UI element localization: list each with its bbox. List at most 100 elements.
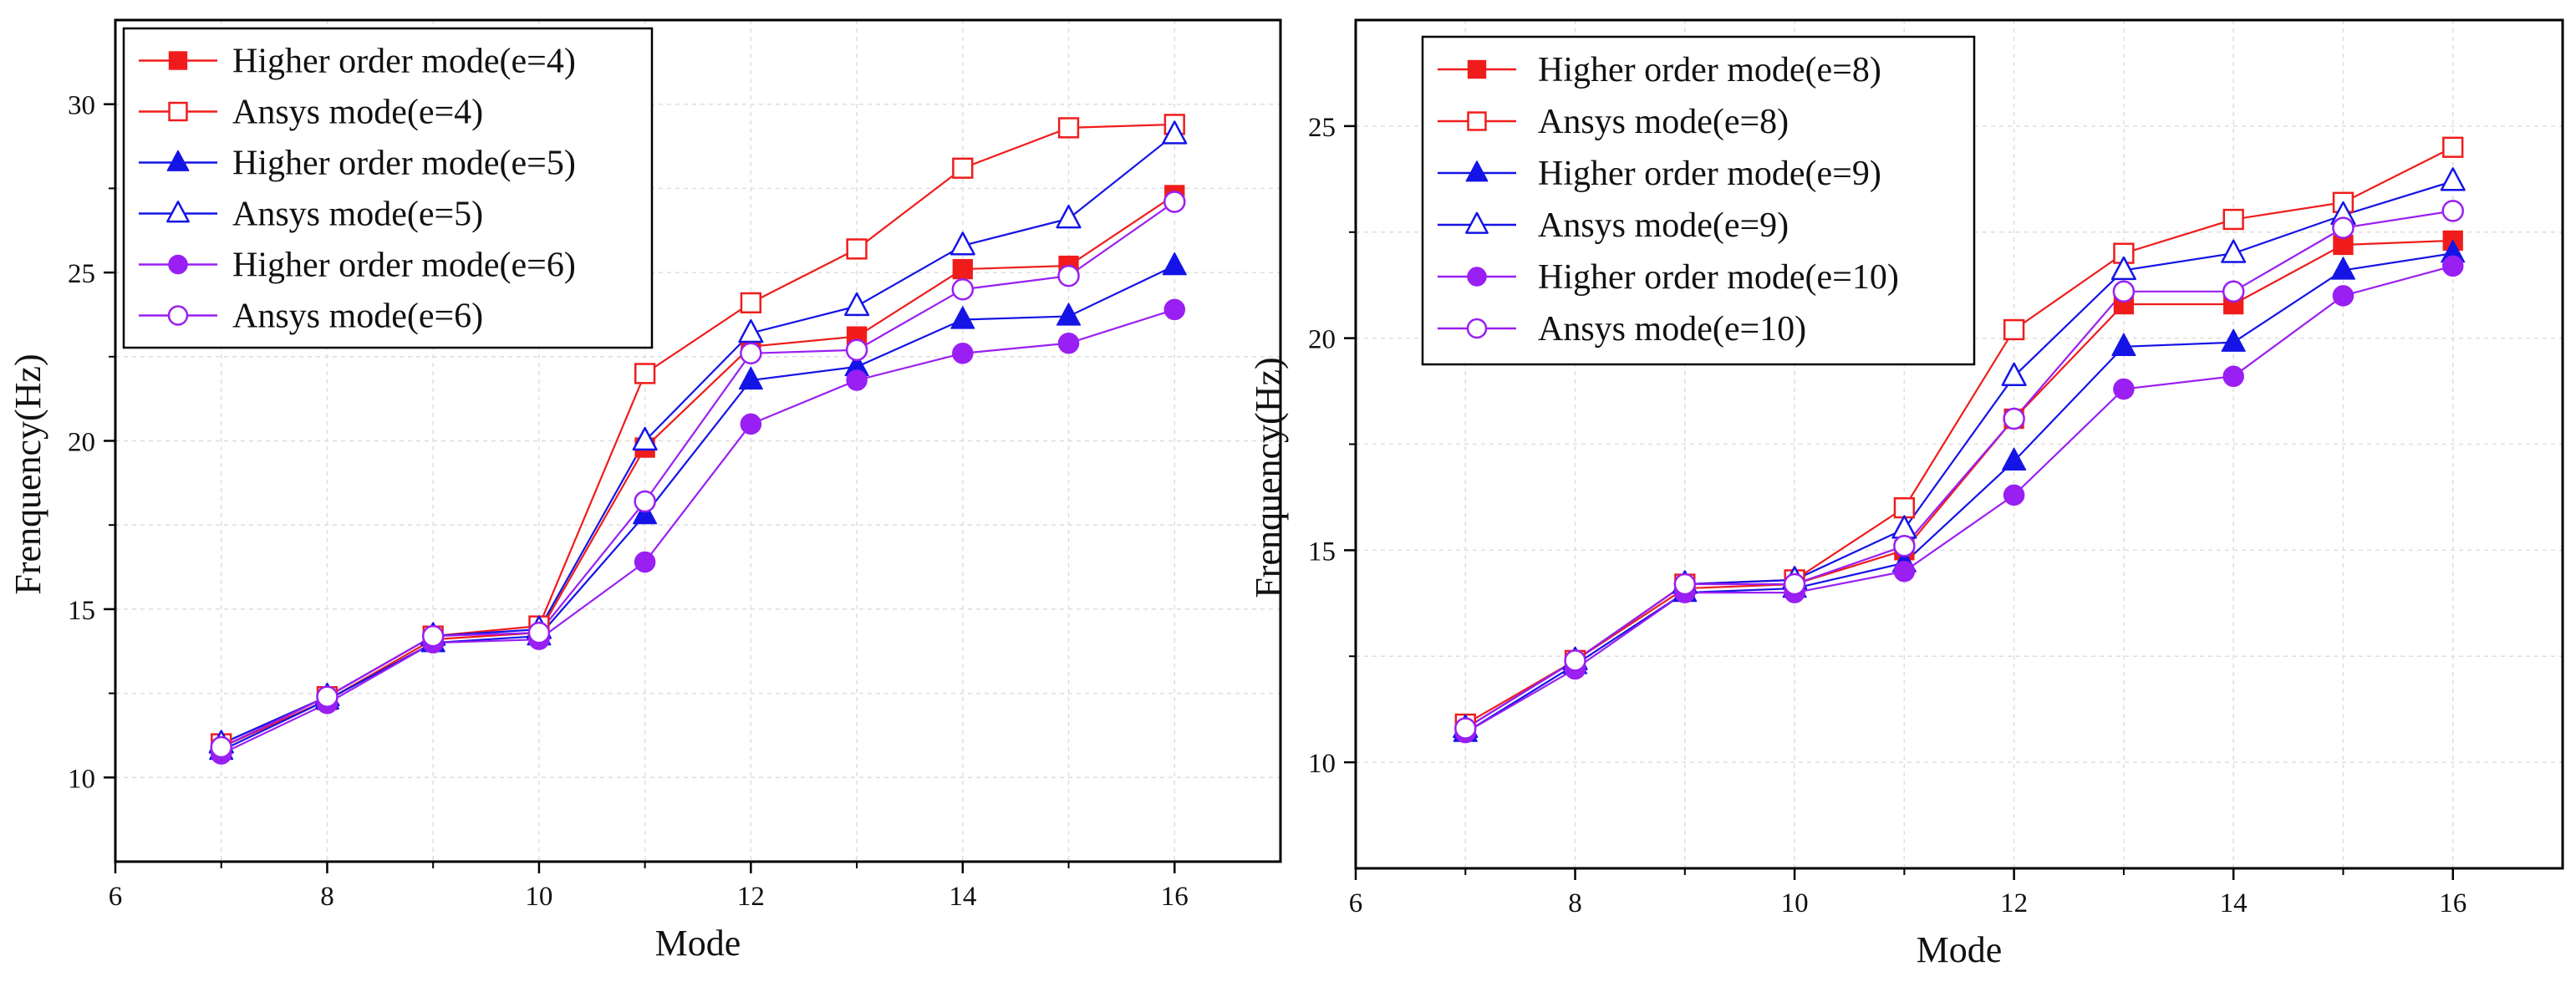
data-point (951, 277, 975, 301)
data-point (1056, 205, 1082, 229)
x-tick-label: 16 (2439, 888, 2467, 918)
legend: Higher order mode(e=4) Ansys mode(e=4) Hig… (122, 27, 654, 349)
data-point (2003, 484, 2025, 506)
legend-marker (1465, 211, 1489, 234)
data-point (2441, 200, 2464, 222)
legend-label: Higher order mode(e=8) (1538, 51, 1881, 89)
data-point (1893, 561, 1916, 583)
legend-marker (168, 101, 188, 122)
data-point (950, 306, 975, 329)
data-point (1163, 298, 1186, 321)
y-tick-label: 20 (68, 428, 95, 458)
series-line-6 (1464, 210, 2453, 730)
data-point (632, 426, 658, 451)
legend-box (1421, 35, 1976, 366)
x-tick-label: 8 (320, 882, 334, 912)
x-tick-label: 12 (737, 882, 765, 912)
data-point (2113, 378, 2135, 400)
legend-label: Higher order mode(e=6) (232, 247, 576, 285)
legend-label: Ansys mode(e=9) (1538, 206, 1789, 245)
data-point (1057, 264, 1080, 287)
data-point (952, 343, 974, 364)
data-point (846, 369, 868, 391)
data-point (1454, 717, 1477, 740)
data-point (952, 157, 974, 179)
data-point (1564, 649, 1586, 672)
data-point (738, 318, 764, 343)
data-point (2002, 447, 2027, 471)
series-markers-6 (210, 191, 1186, 759)
data-point (634, 551, 656, 573)
data-point (2110, 256, 2136, 281)
data-point (2003, 407, 2025, 430)
legend-marker (166, 201, 190, 223)
y-tick-label: 15 (1308, 537, 1336, 567)
series-line-1 (221, 194, 1175, 749)
x-tick-label: 6 (1349, 888, 1363, 918)
data-point (2441, 255, 2464, 277)
data-point (1783, 572, 1806, 596)
legend-marker (1467, 111, 1487, 131)
data-point (634, 363, 656, 384)
legend-marker (167, 305, 189, 326)
y-axis-title: Frenquency(Hz) (1248, 357, 1289, 598)
data-point (316, 685, 339, 708)
x-tick-label: 14 (2220, 888, 2248, 918)
legend-label: Higher order mode(e=10) (1538, 258, 1899, 297)
data-point (2222, 280, 2245, 303)
data-point (2221, 328, 2246, 352)
y-tick-label: 25 (68, 259, 95, 289)
legend-label: Higher order mode(e=4) (232, 43, 576, 81)
data-point (421, 624, 445, 648)
data-point (1893, 535, 1916, 557)
x-tick-label: 8 (1568, 888, 1582, 918)
y-tick-label: 30 (68, 91, 95, 121)
left-chart-panel: 6 8 10 12 14 16 10 15 20 25 30 Mode Frenquency(Hz) Hi… (8, 18, 1282, 964)
data-point (846, 238, 868, 260)
y-tick-label: 20 (1308, 325, 1336, 355)
data-point (949, 231, 975, 256)
data-point (738, 366, 763, 390)
legend-label: Ansys mode(e=10) (1538, 310, 1806, 349)
legend-box (122, 27, 654, 349)
x-tick-label: 6 (109, 882, 123, 912)
x-tick-label: 14 (949, 882, 976, 912)
data-point (1163, 191, 1186, 213)
data-point (1893, 496, 1916, 519)
series-line-6 (221, 201, 1175, 749)
legend-label: Higher order mode(e=9) (1538, 155, 1881, 193)
legend-label: Ansys mode(e=6) (232, 298, 483, 336)
data-point (1057, 332, 1080, 354)
data-point (740, 342, 762, 365)
legend-marker (1466, 318, 1488, 339)
data-point (740, 292, 762, 314)
data-point (2332, 285, 2355, 307)
legend-marker (1467, 267, 1487, 287)
x-tick-label: 12 (2000, 888, 2028, 918)
y-axis-title: Frenquency(Hz) (8, 354, 48, 594)
data-point (2222, 365, 2244, 388)
data-point (2221, 239, 2247, 263)
series-line-1 (1464, 239, 2453, 730)
data-point (2440, 167, 2466, 191)
data-point (1162, 120, 1188, 145)
x-axis-title: Mode (655, 923, 741, 964)
legend-label: Ansys mode(e=5) (232, 196, 483, 234)
x-axis-title: Mode (1917, 929, 2003, 970)
legend-label: Higher order mode(e=5) (232, 145, 576, 183)
data-point (2332, 216, 2355, 239)
data-point (633, 501, 658, 525)
data-point (2112, 280, 2136, 303)
data-point (210, 735, 232, 759)
series-line-5 (221, 308, 1175, 756)
legend-marker (166, 150, 190, 171)
legend: Higher order mode(e=8) Ansys mode(e=8) Hig… (1421, 35, 1976, 366)
series-line-3 (221, 265, 1175, 752)
legend-marker (168, 51, 188, 70)
legend-label: Ansys mode(e=4) (232, 94, 483, 132)
data-point (527, 621, 551, 644)
data-point (952, 258, 973, 280)
data-point (1891, 515, 1917, 539)
data-point (2222, 208, 2244, 231)
